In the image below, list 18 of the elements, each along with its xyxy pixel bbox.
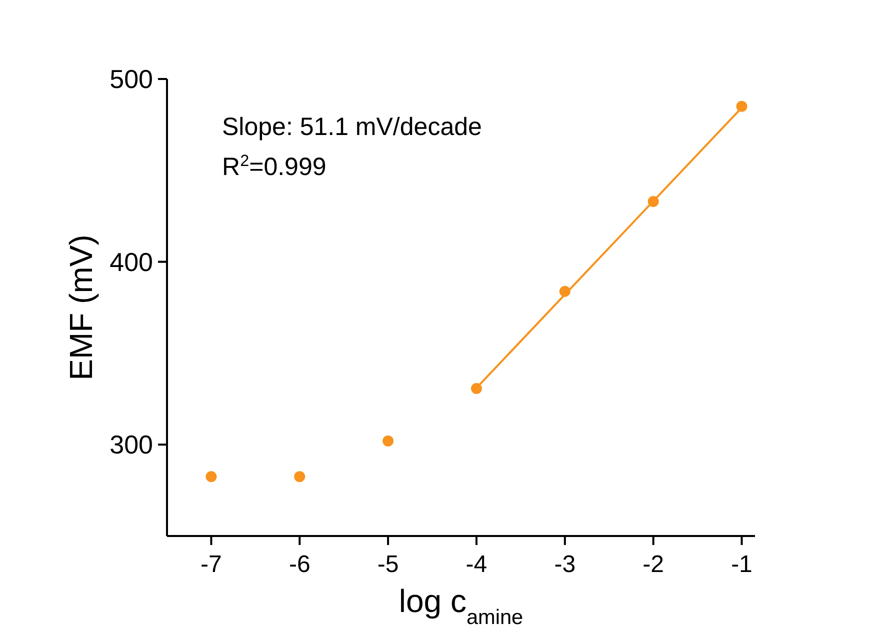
x-tick-label: -2: [642, 551, 664, 578]
y-axis-title: EMF (mV): [63, 234, 99, 380]
point: [382, 435, 394, 446]
point: [294, 471, 306, 482]
x-tick-label: -7: [200, 551, 222, 578]
x-tick-label: -5: [377, 551, 399, 578]
x-tick-label: -4: [466, 551, 488, 578]
annotation: Slope: 51.1 mV/decade: [222, 113, 482, 141]
y-tick-label: 300: [110, 430, 153, 460]
x-tick-label: -3: [554, 551, 576, 578]
x-axis-title: log c$_{amine}$: [398, 583, 524, 628]
x-tick-label: -1: [731, 551, 752, 578]
x-tick-label: -6: [288, 551, 310, 578]
point: [736, 100, 748, 112]
y-tick-label: 400: [110, 246, 153, 277]
point: [206, 471, 217, 482]
y-tick-label: 500: [110, 64, 153, 94]
annotation: R$^{2}$=0.999: [222, 152, 326, 181]
